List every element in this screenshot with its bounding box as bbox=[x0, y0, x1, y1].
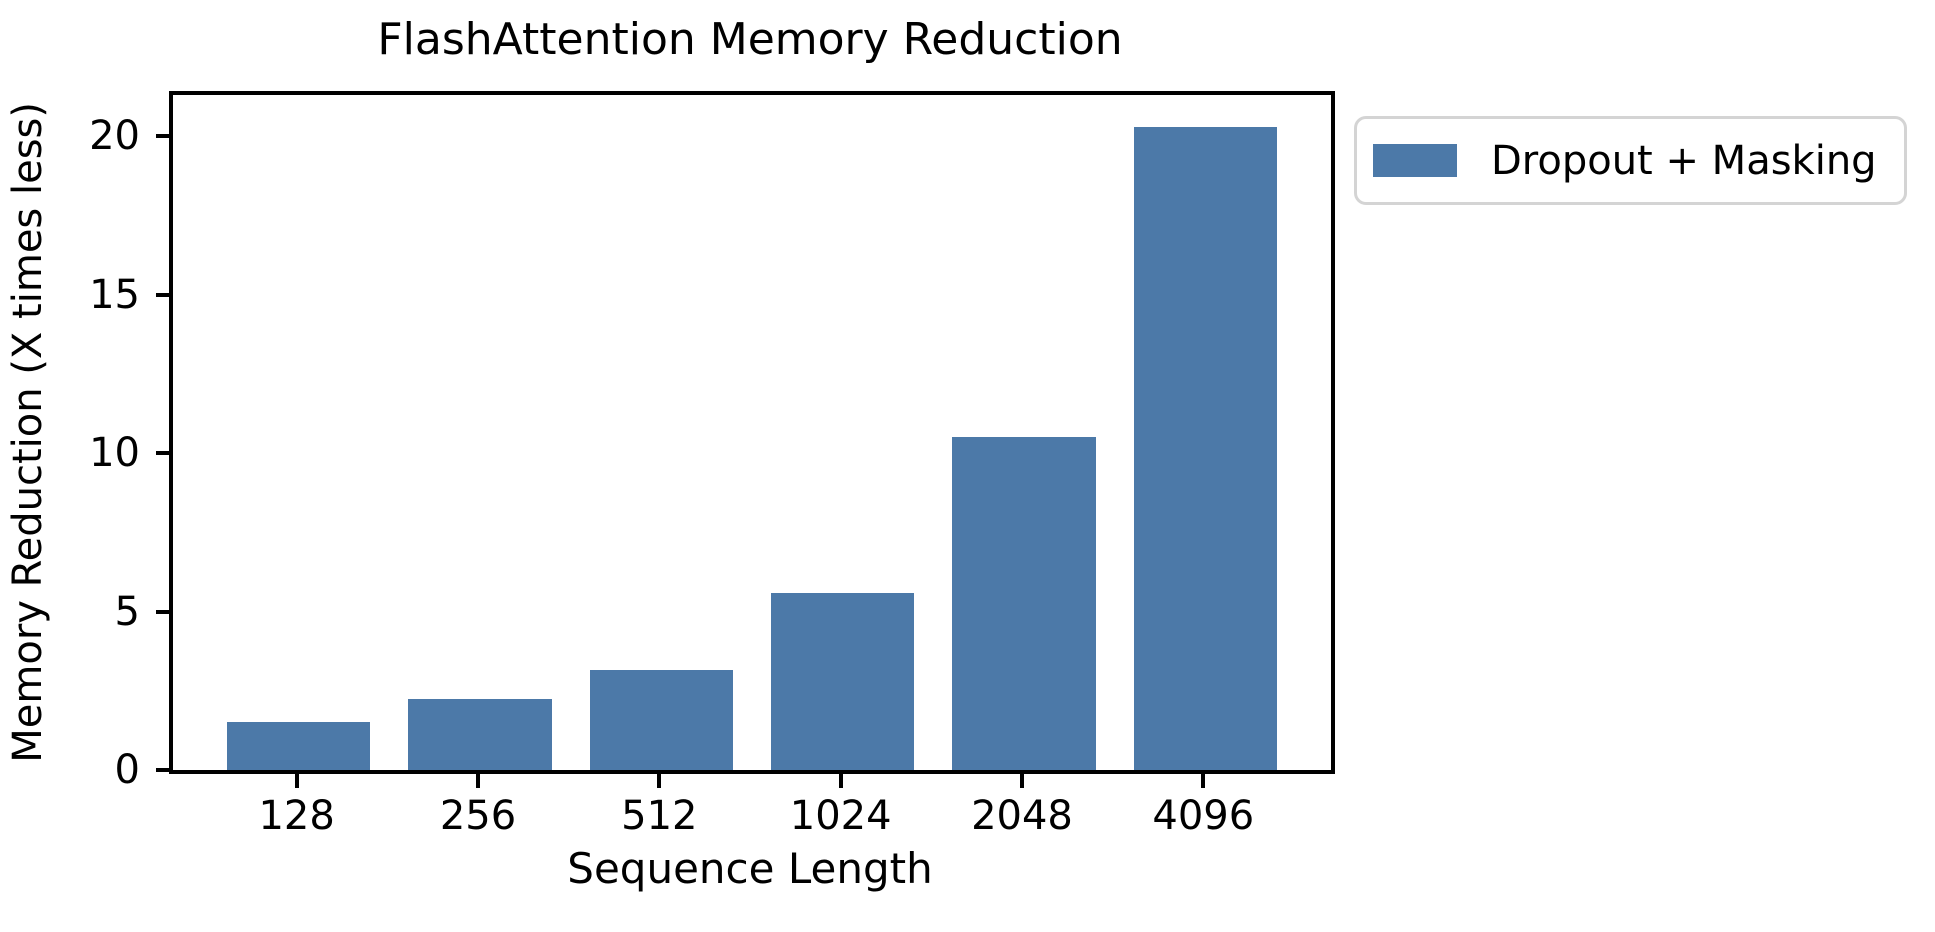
y-tick-labels: 0 5 10 15 20 bbox=[0, 95, 140, 790]
x-tick-mark bbox=[657, 774, 662, 788]
x-tick-label: 4096 bbox=[1152, 793, 1255, 839]
x-tick-label: 2048 bbox=[971, 793, 1073, 839]
x-tick-cell bbox=[1113, 774, 1294, 788]
y-tick-mark bbox=[156, 451, 169, 456]
x-tick-mark bbox=[1201, 774, 1206, 788]
bar-256 bbox=[408, 698, 552, 770]
y-tick-mark bbox=[156, 292, 169, 297]
legend-swatch bbox=[1373, 144, 1457, 177]
y-tick-label: 15 bbox=[89, 271, 140, 318]
x-tick-cell bbox=[387, 774, 568, 788]
bar-4096 bbox=[1133, 126, 1277, 770]
bar-slot bbox=[752, 95, 933, 770]
bar-slot bbox=[389, 95, 570, 770]
x-tick-mark bbox=[1019, 774, 1024, 788]
x-tick-cell bbox=[569, 774, 750, 788]
bar-2048 bbox=[952, 437, 1096, 770]
y-tick-label: 5 bbox=[114, 588, 140, 635]
legend-label: Dropout + Masking bbox=[1491, 137, 1877, 184]
x-tick-marks bbox=[171, 774, 1329, 788]
x-axis-label: Sequence Length bbox=[567, 844, 933, 893]
x-tick-cell bbox=[931, 774, 1112, 788]
bar-128 bbox=[227, 722, 371, 770]
x-tick-label: 512 bbox=[621, 793, 698, 839]
x-tick-cell bbox=[750, 774, 931, 788]
x-tick-mark bbox=[475, 774, 480, 788]
bar-slot bbox=[1115, 95, 1296, 770]
x-tick-mark bbox=[294, 774, 299, 788]
y-tick-mark bbox=[156, 134, 169, 139]
y-tick-mark bbox=[156, 609, 169, 614]
y-tick-label: 20 bbox=[89, 113, 140, 160]
x-tick-label: 256 bbox=[439, 793, 517, 839]
bar-slot bbox=[208, 95, 389, 770]
y-tick-label: 10 bbox=[89, 430, 140, 477]
y-tick-label: 0 bbox=[114, 747, 140, 793]
bar-1024 bbox=[771, 592, 915, 770]
chart-title: FlashAttention Memory Reduction bbox=[377, 14, 1123, 65]
x-tick-labels: 128 256 512 1024 2048 4096 bbox=[171, 796, 1329, 836]
y-tick-marks bbox=[156, 95, 169, 772]
bar-slot bbox=[933, 95, 1114, 770]
x-tick-cell bbox=[206, 774, 387, 788]
x-tick-label: 128 bbox=[258, 793, 335, 839]
bar-512 bbox=[589, 670, 733, 770]
x-tick-mark bbox=[838, 774, 843, 788]
plot-area bbox=[169, 91, 1335, 774]
x-tick-label: 1024 bbox=[789, 793, 892, 839]
legend: Dropout + Masking bbox=[1354, 116, 1907, 205]
bars-row bbox=[173, 95, 1331, 770]
y-tick-mark bbox=[156, 768, 169, 772]
bar-slot bbox=[571, 95, 752, 770]
